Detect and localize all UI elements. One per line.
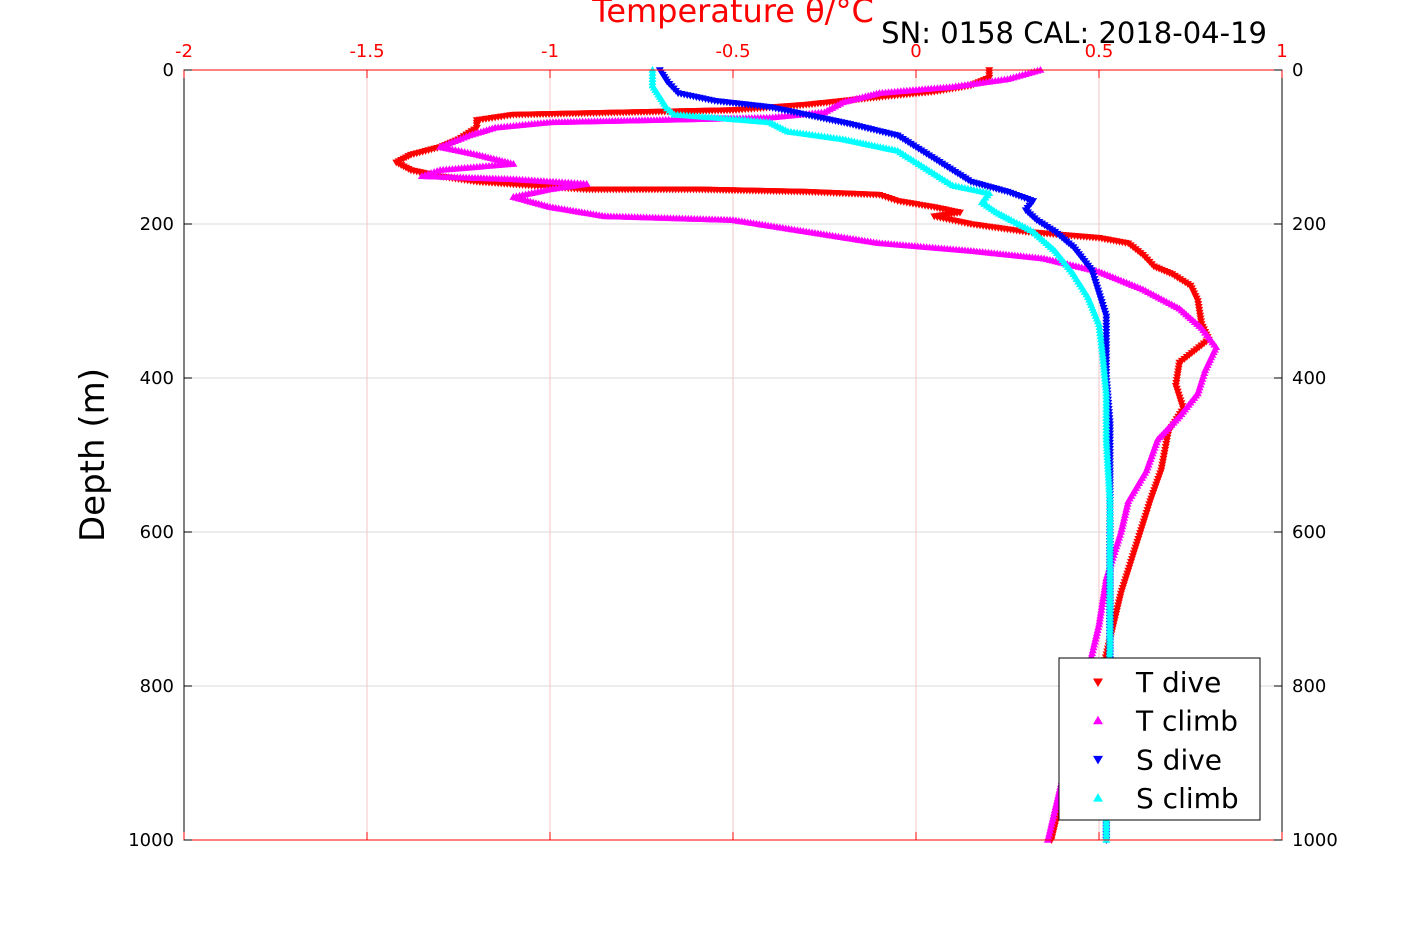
data-point (1095, 620, 1103, 628)
data-point (1099, 356, 1108, 364)
x-tick-label: -1 (541, 41, 559, 62)
data-point (1097, 344, 1106, 352)
data-point (1102, 386, 1111, 394)
legend-marker (1093, 755, 1103, 765)
x-tick-label: -2 (175, 41, 193, 62)
series-s-climb (648, 66, 1114, 843)
y-tick-label-left: 600 (140, 522, 174, 543)
data-point (1045, 826, 1054, 834)
y-tick-label-right: 1000 (1292, 830, 1338, 851)
data-point (1101, 383, 1110, 391)
data-point (1095, 320, 1103, 327)
legend-label: T climb (1135, 705, 1238, 738)
y-tick-label-right: 200 (1292, 214, 1326, 235)
data-point (1046, 823, 1055, 831)
x-tick-label: -0.5 (715, 41, 750, 62)
data-point (1098, 353, 1107, 361)
data-point (1088, 649, 1097, 657)
data-point (1099, 594, 1108, 602)
data-point (1052, 800, 1061, 808)
y-tick-label-left: 0 (163, 60, 174, 81)
y-tick-label-left: 1000 (128, 830, 174, 851)
data-point (1090, 640, 1099, 648)
x-tick-label: -1.5 (349, 41, 384, 62)
data-point (1098, 597, 1107, 605)
data-point (1044, 832, 1053, 840)
data-point (1096, 608, 1105, 616)
data-point (1100, 371, 1109, 379)
data-point (1100, 368, 1109, 376)
legend-box (1058, 657, 1261, 821)
data-point (1043, 836, 1052, 843)
data-point (1089, 643, 1098, 651)
data-point (1100, 374, 1109, 382)
legend-label: S climb (1136, 782, 1239, 815)
instrument-annotation: SN: 0158 CAL: 2018-04-19 (881, 16, 1267, 50)
data-point (1095, 323, 1104, 330)
data-point (1095, 614, 1104, 622)
x-axis-label: Temperature θ/°C (591, 0, 874, 30)
data-point (1096, 332, 1105, 340)
legend-label: T dive (1135, 666, 1221, 699)
y-tick-label-left: 800 (140, 676, 174, 697)
data-point (1050, 806, 1059, 813)
series-s-dive (655, 67, 1114, 844)
data-point (1050, 809, 1059, 816)
data-point (1098, 347, 1107, 355)
data-point (1098, 350, 1107, 358)
data-point (1092, 631, 1101, 639)
x-tick-label: 0 (910, 41, 921, 62)
data-point (1093, 626, 1102, 633)
x-tick-label: 1 (1276, 41, 1287, 62)
y-axis-label: Depth (m) (73, 368, 113, 542)
legend-label: S dive (1136, 743, 1222, 776)
data-point (1100, 588, 1109, 596)
data-point (1048, 817, 1057, 825)
y-tick-label-right: 0 (1292, 60, 1303, 81)
x-tick-label: 0.5 (1085, 41, 1114, 62)
data-point (1090, 637, 1099, 645)
data-point (1099, 362, 1108, 370)
y-tick-label-left: 200 (140, 214, 174, 235)
data-point (1092, 629, 1101, 636)
data-point (1045, 829, 1054, 837)
data-point (1088, 646, 1097, 654)
data-point (1096, 611, 1105, 619)
data-point (1100, 365, 1109, 373)
y-tick-label-right: 800 (1292, 676, 1326, 697)
legend-marker (1093, 678, 1103, 687)
data-point (1098, 600, 1107, 607)
data-point (1091, 634, 1100, 642)
legend: T dive T climb S dive S climb (1058, 657, 1261, 821)
data-point (1094, 623, 1103, 631)
y-tick-label-left: 400 (140, 368, 174, 389)
y-tick-label-right: 600 (1292, 522, 1326, 543)
data-point (1099, 359, 1108, 367)
legend-marker (1093, 715, 1103, 725)
y-tick-label-right: 400 (1292, 368, 1326, 389)
data-point (1096, 335, 1105, 343)
data-point (1102, 836, 1111, 843)
data-point (1097, 341, 1106, 349)
data-point (1097, 603, 1106, 610)
data-point (1097, 338, 1106, 346)
data-point (1087, 652, 1096, 659)
data-point (1096, 329, 1105, 337)
data-point (1049, 811, 1058, 819)
data-point (1101, 380, 1110, 388)
legend-marker (1093, 793, 1103, 802)
data-point (1099, 591, 1108, 599)
data-point (1101, 377, 1110, 385)
data-point (1095, 617, 1104, 625)
data-point (1048, 814, 1057, 822)
data-point (1047, 820, 1056, 828)
data-point (1097, 605, 1106, 613)
data-point (1095, 326, 1104, 334)
data-point (1051, 803, 1060, 811)
